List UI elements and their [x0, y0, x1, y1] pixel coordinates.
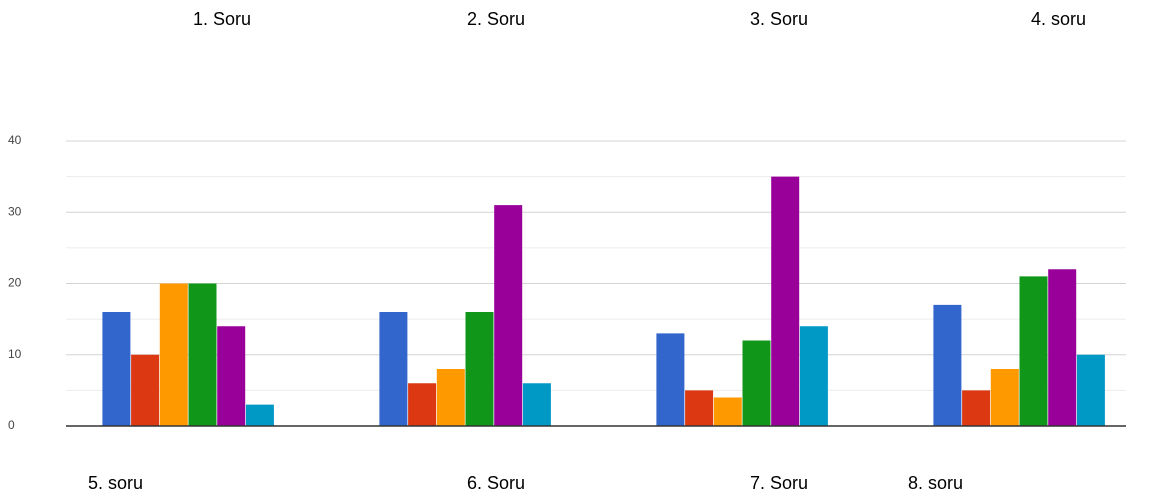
top-label: 1. Soru: [193, 9, 251, 29]
top-label: 2. Soru: [467, 9, 525, 29]
bar: [217, 326, 246, 426]
top-label: 4. soru: [1031, 9, 1086, 29]
bar: [408, 383, 437, 426]
bar: [713, 397, 742, 426]
top-label: 3. Soru: [750, 9, 808, 29]
bar: [990, 369, 1019, 426]
bar: [522, 383, 551, 426]
bottom-label: 5. soru: [88, 473, 143, 493]
bar: [131, 354, 160, 426]
y-tick-label: 20: [8, 276, 22, 290]
bar: [962, 390, 991, 426]
bar: [465, 312, 494, 426]
y-tick-label: 30: [8, 204, 22, 218]
bar: [1019, 276, 1048, 426]
bar: [1076, 354, 1105, 426]
bar: [933, 304, 962, 426]
bar: [799, 326, 828, 426]
y-tick-label: 10: [8, 347, 22, 361]
bar: [379, 312, 408, 426]
bottom-label: 7. Soru: [750, 473, 808, 493]
bar: [102, 312, 131, 426]
bar: [436, 369, 465, 426]
bar: [742, 340, 771, 426]
bar: [188, 283, 217, 426]
bar: [494, 205, 523, 426]
bar: [656, 333, 685, 426]
bottom-label: 6. Soru: [467, 473, 525, 493]
bottom-label: 8. soru: [908, 473, 963, 493]
bar: [771, 176, 800, 426]
bar: [245, 404, 274, 426]
y-tick-label: 40: [8, 133, 22, 147]
bar: [159, 283, 188, 426]
bar: [1048, 269, 1077, 426]
y-tick-label: 0: [8, 418, 15, 432]
bar: [685, 390, 714, 426]
